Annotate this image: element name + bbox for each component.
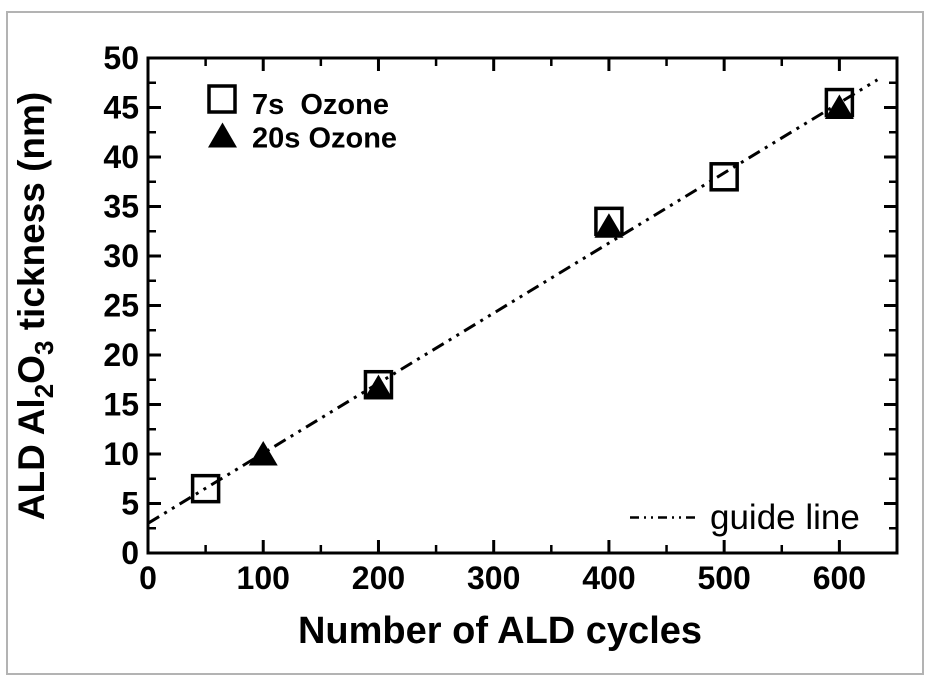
y-tick-label: 35 [103, 189, 139, 225]
legend-label-7s-ozone: 7s Ozone [252, 89, 389, 121]
y-tick-label: 30 [103, 238, 139, 274]
x-tick-label: 200 [352, 560, 405, 596]
y-tick-label: 15 [103, 387, 139, 423]
guide-line-legend: guide line [630, 498, 860, 537]
x-tick-label: 300 [467, 560, 520, 596]
y-tick-label: 0 [121, 535, 139, 571]
x-tick-label: 0 [139, 560, 157, 596]
y-tick-label: 40 [103, 139, 139, 175]
data-point-filled-triangle [363, 374, 393, 400]
data-point-open-square [709, 162, 739, 192]
guide-line [147, 78, 879, 525]
axis-ticks [146, 56, 899, 555]
x-tick-label: 500 [697, 560, 750, 596]
y-tick-label: 20 [103, 337, 139, 373]
x-tick-label: 400 [582, 560, 635, 596]
y-axis-title: ALD Al2O3 tickness (nm) [11, 92, 59, 520]
y-tick-label: 5 [121, 486, 139, 522]
legend-open-square-icon [207, 84, 237, 114]
guide-line-label: guide line [710, 498, 860, 537]
y-tick-label: 50 [103, 40, 139, 76]
legend-label-20s-ozone: 20s Ozone [252, 123, 397, 155]
axis-tick-labels: 0 100 200 300 400 500 600 0 5 10 15 20 25 30 35 40 45 50 [103, 40, 866, 596]
x-axis-title: Number of ALD cycles [298, 610, 702, 652]
data-point-filled-triangle [248, 441, 278, 466]
y-tick-label: 10 [103, 436, 139, 472]
legend: 7s Ozone 20s Ozone [207, 84, 397, 155]
x-tick-label: 600 [813, 560, 866, 596]
legend-filled-triangle-icon [208, 122, 237, 148]
data-point-filled-triangle [824, 94, 854, 119]
series-20s-ozone-points [248, 94, 854, 466]
data-point-filled-triangle [594, 213, 624, 238]
y-tick-label: 25 [103, 288, 139, 324]
y-tick-label: 45 [103, 90, 139, 126]
guide-line-path [147, 78, 879, 525]
x-tick-label: 100 [237, 560, 290, 596]
